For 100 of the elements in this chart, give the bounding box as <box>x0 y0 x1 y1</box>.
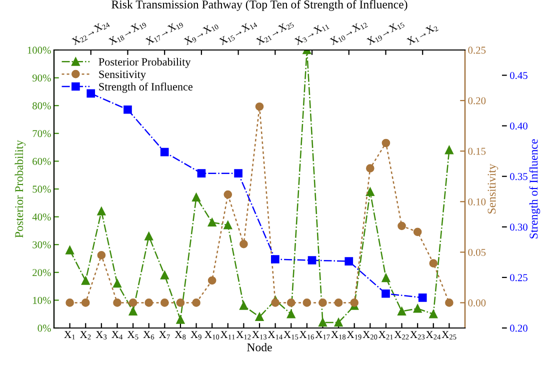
y-tick-label: 80% <box>32 102 51 110</box>
x-tick-label: X$_{13}$ <box>252 331 267 340</box>
y-axis-title: Strength of Influence <box>529 139 540 238</box>
x-tick-label: X$_{3}$→X$_{11}$ <box>294 21 330 46</box>
point <box>86 89 96 98</box>
point <box>318 318 327 327</box>
y2-tick-label: 0.25 <box>468 46 486 54</box>
point <box>413 304 422 313</box>
y-tick-label: 0.40 <box>510 122 528 130</box>
point <box>398 307 406 316</box>
point <box>429 310 438 318</box>
x-tick-label: X$_{17}$→X$_{19}$ <box>144 19 184 46</box>
point <box>197 169 206 178</box>
point <box>334 318 343 327</box>
point <box>286 310 296 318</box>
y-tick-label: 20% <box>32 269 51 276</box>
point <box>224 220 232 230</box>
x-tick-label: X$_{15}$→X$_{14}$ <box>218 22 258 46</box>
point <box>234 169 242 178</box>
x-tick-label: X$_{24}$ <box>426 331 441 340</box>
x-tick-label: X$_{18}$→X$_{19}$ <box>108 22 147 46</box>
y-tick-label: 0.25 <box>510 274 528 282</box>
y-tick-label: 0.35 <box>510 173 528 180</box>
y-tick-label: 90% <box>32 74 51 82</box>
x-axis-title: Node <box>247 343 272 352</box>
x-tick-label: X$_{20}$ <box>362 331 378 340</box>
x-tick-label: X$_{22}$ <box>394 331 409 340</box>
point <box>286 298 296 307</box>
y-axis-title: Posterior Probability <box>14 140 26 238</box>
x-tick-label: X$_{25}$ <box>442 331 456 340</box>
point <box>81 276 90 285</box>
x-tick-label: X$_{4}$ <box>112 331 123 340</box>
point <box>144 298 154 307</box>
y-tick-label: 30% <box>32 241 51 248</box>
x-tick-label: X$_{1}$→X$_{2}$ <box>406 22 438 46</box>
point <box>271 255 280 264</box>
x-tick-label: X$_{22}$→X$_{24}$ <box>71 22 110 46</box>
point <box>208 276 216 285</box>
x-tick-label: X$_{12}$ <box>236 331 251 340</box>
x-tick-label: X$_{14}$ <box>268 331 282 340</box>
point <box>192 298 200 307</box>
point <box>445 298 454 307</box>
point <box>418 294 427 302</box>
point <box>224 190 232 199</box>
point <box>382 138 390 148</box>
point <box>97 207 106 216</box>
x-tick-label: X$_{19}$→X$_{15}$ <box>366 19 405 46</box>
x-tick-label: X$_{1}$ <box>64 331 75 340</box>
legend-label: Posterior Probability <box>98 58 191 68</box>
y-tick-label: 40% <box>32 213 51 221</box>
point <box>160 298 169 307</box>
point <box>366 164 374 172</box>
y-tick-label: 60% <box>32 158 51 165</box>
x-tick-label: X$_{18}$ <box>331 331 346 340</box>
x-tick-label: X$_{21}$ <box>378 331 393 340</box>
point <box>382 289 390 298</box>
point <box>66 246 74 254</box>
point <box>445 146 454 154</box>
x-tick-label: X$_{2}$ <box>80 331 91 340</box>
point <box>113 279 122 288</box>
point <box>344 257 354 266</box>
point <box>176 315 185 324</box>
point <box>81 298 90 307</box>
point <box>366 188 374 196</box>
y-tick-label: 10% <box>33 296 51 304</box>
x-tick-label: X$_{6}$ <box>143 331 154 340</box>
point <box>128 298 138 307</box>
point <box>271 298 280 307</box>
point <box>240 302 248 310</box>
x-tick-label: X$_{16}$ <box>300 331 314 340</box>
y-tick-label: 0.45 <box>510 72 528 80</box>
point <box>308 256 316 264</box>
y-tick-label: 100% <box>28 46 51 54</box>
point <box>192 193 200 202</box>
chart-title: Risk Transmission Pathway (Top Ten of Strength of Influence) <box>112 0 408 11</box>
point <box>255 102 264 111</box>
x-tick-label: X$_{17}$ <box>315 331 330 340</box>
point <box>128 307 138 316</box>
y2-tick-label: 0.20 <box>468 97 486 104</box>
y2-tick-label: 0.15 <box>468 148 486 155</box>
x-tick-label: X$_{7}$ <box>159 331 170 340</box>
point <box>382 274 390 282</box>
x-tick-label: X$_{8}$ <box>174 331 186 340</box>
point <box>429 259 438 268</box>
x-tick-label: X$_{5}$ <box>127 331 138 340</box>
y-tick-label: 50% <box>32 186 51 193</box>
point <box>413 228 422 236</box>
point <box>350 298 359 307</box>
point <box>398 222 406 230</box>
x-tick-label: X$_{9}$→X$_{10}$ <box>183 21 219 46</box>
point <box>97 251 106 260</box>
point <box>334 298 343 307</box>
x-tick-label: X$_{23}$ <box>410 331 425 340</box>
y-tick-label: 0% <box>38 324 51 332</box>
y-tick-label: 0.30 <box>510 224 528 231</box>
y2-tick-label: 0.10 <box>468 198 486 206</box>
point <box>113 298 122 307</box>
point <box>124 105 132 114</box>
x-tick-label: X$_{15}$ <box>284 331 298 340</box>
y2-axis-title: Sensitivity <box>488 164 498 214</box>
